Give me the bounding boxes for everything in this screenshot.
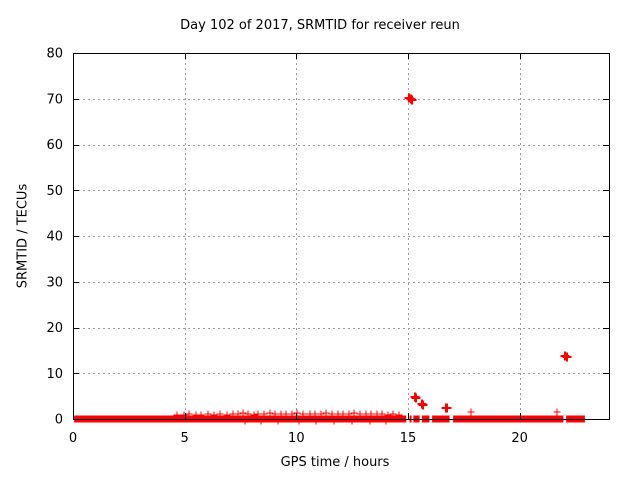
y-tick-label: 10 [46,367,63,382]
x-tick-label: 5 [181,431,189,446]
y-tick-label: 60 [46,138,63,153]
y-tick-label: 30 [46,275,63,290]
chart-title: Day 102 of 2017, SRMTID for receiver reu… [180,18,460,33]
y-tick-label: 80 [46,47,63,62]
x-tick-label: 0 [69,431,77,446]
x-axis-label: GPS time / hours [280,455,390,470]
y-tick-label: 70 [46,92,63,107]
y-axis-label: SRMTID / TECUs [15,183,31,289]
x-tick-label: 10 [288,431,305,446]
y-tick-label: 20 [46,321,63,336]
x-tick-label: 15 [400,431,417,446]
x-tick-label: 20 [511,431,528,446]
y-tick-label: 0 [55,413,63,428]
y-tick-label: 50 [46,184,63,199]
y-tick-label: 40 [46,230,63,245]
